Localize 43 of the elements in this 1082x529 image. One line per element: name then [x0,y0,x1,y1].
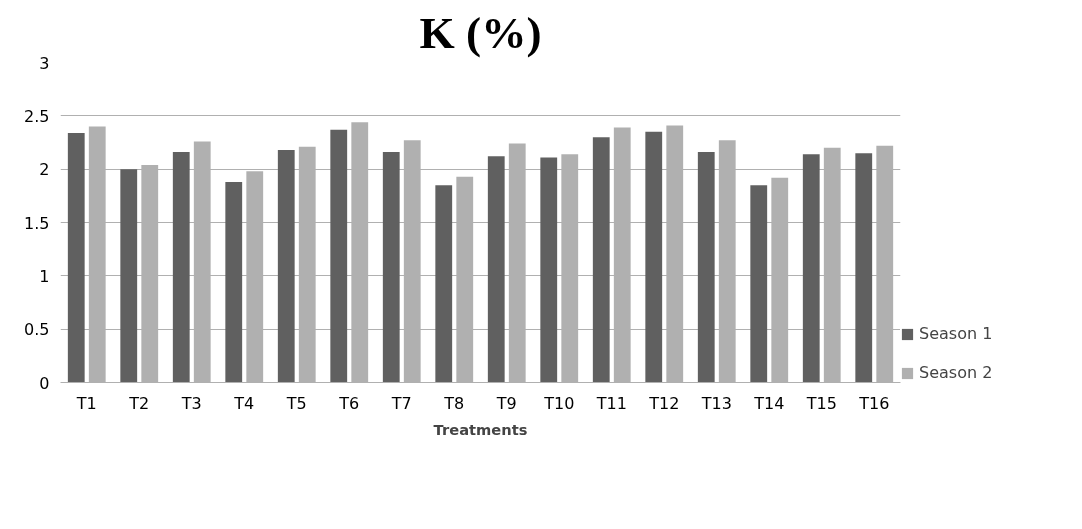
y-tick-label: 1 [39,266,50,286]
legend-label: Season 2 [919,363,993,382]
x-tick-label: T13 [700,393,732,413]
x-tick-label: T4 [233,393,255,413]
bar [697,152,715,383]
y-tick-label: 3 [39,53,50,73]
x-tick-label: T7 [390,393,412,413]
chart-title: K (%) [419,7,542,58]
x-tick-label: T14 [753,393,785,413]
y-tick-label: 0.5 [24,320,50,340]
bar [592,137,610,383]
x-tick-label: T1 [75,393,97,413]
bar [487,156,505,383]
bar [225,181,243,383]
x-tick-label: T3 [180,393,202,413]
x-axis-title: Treatments [433,420,528,438]
x-tick-label: T6 [338,393,360,413]
x-tick-label: T12 [648,393,680,413]
y-tick-label: 1.5 [24,213,50,233]
x-tick-label: T11 [595,393,627,413]
x-tick-label: T8 [443,393,465,413]
bar [120,169,138,383]
y-tick-label: 2.5 [24,106,50,126]
bar [540,157,558,383]
bar [67,132,85,383]
x-tick-label: T5 [285,393,307,413]
bar [172,152,190,383]
legend-label: Season 1 [919,324,993,343]
y-tick-label: 2 [39,160,50,180]
bar [277,149,295,383]
bar [802,154,820,383]
bar [645,131,663,383]
bar [855,153,873,383]
bar [750,185,768,383]
bar [435,185,453,383]
bar [382,152,400,383]
x-tick-label: T10 [543,393,575,413]
bar [330,129,348,383]
x-tick-label: T16 [858,393,890,413]
y-tick-label: 0 [39,373,50,393]
x-tick-label: T9 [495,393,517,413]
x-tick-label: T15 [805,393,837,413]
x-tick-label: T2 [128,393,150,413]
